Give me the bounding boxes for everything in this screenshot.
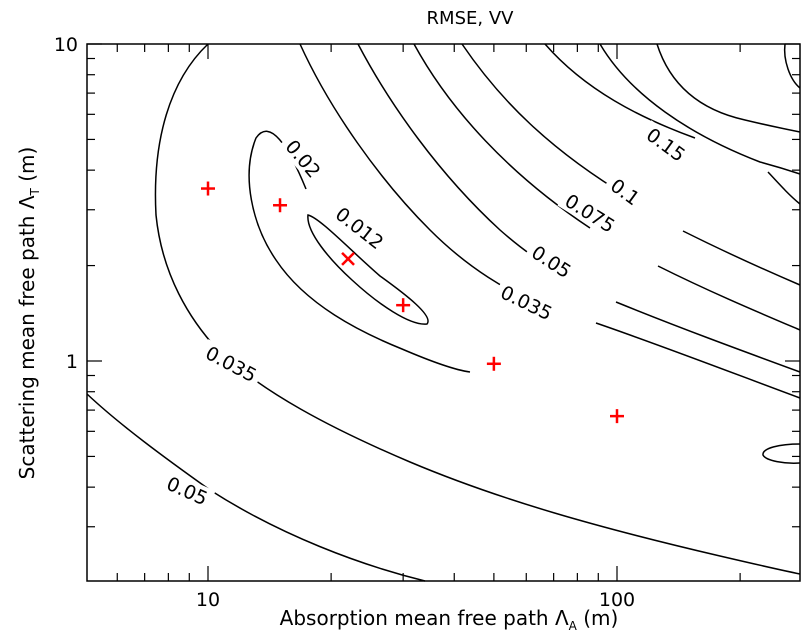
contour-0.035-left xyxy=(154,43,801,575)
chart-title: RMSE, VV xyxy=(427,8,515,29)
contour-label: 0.02 xyxy=(278,131,329,186)
plot-frame xyxy=(86,43,801,582)
contour-high-3 xyxy=(783,43,801,89)
x-marker xyxy=(341,251,355,266)
contour-label: 0.05 xyxy=(159,470,216,512)
contour-lines xyxy=(86,43,801,582)
plus-marker xyxy=(273,198,288,213)
plus-marker xyxy=(201,181,215,196)
svg-text:0.035: 0.035 xyxy=(497,282,556,326)
contour-0.05-left xyxy=(86,393,426,582)
contour-label: 0.035 xyxy=(493,278,560,327)
svg-text:0.075: 0.075 xyxy=(561,190,619,237)
svg-text:0.035: 0.035 xyxy=(202,342,260,387)
contour-label: 0.035 xyxy=(198,339,265,389)
contour-label: 0.1 xyxy=(602,170,649,213)
plus-marker xyxy=(396,298,411,313)
x-tick-label: 10 xyxy=(196,589,220,611)
contour-high-1 xyxy=(599,43,801,175)
svg-text:0.012: 0.012 xyxy=(331,203,387,254)
contour-0.1-right xyxy=(682,230,801,286)
plus-marker xyxy=(486,356,501,371)
data-markers xyxy=(201,181,624,424)
contour-0.012 xyxy=(307,214,429,325)
contour-0.15-upper xyxy=(544,43,696,139)
contour-0.035-right xyxy=(595,322,801,399)
y-tick-label: 10 xyxy=(54,34,78,56)
plus-marker xyxy=(610,409,624,424)
contour-label: 0.15 xyxy=(638,120,694,169)
contour-0.1-upper xyxy=(461,43,631,199)
contour-small-loop xyxy=(762,443,801,464)
y-axis-label: Scattering mean free path ΛT (m) xyxy=(15,147,42,480)
contour-label: 0.05 xyxy=(523,238,580,285)
contour-0.05-right xyxy=(615,301,801,373)
x-tick-label: 100 xyxy=(599,589,635,611)
contour-0.075-right xyxy=(657,265,801,331)
axis-ticks xyxy=(87,43,800,581)
contour-high-2 xyxy=(656,43,801,133)
svg-text:0.05: 0.05 xyxy=(163,473,211,510)
x-axis-label: Absorption mean free path ΛA (m) xyxy=(280,606,619,633)
tick-labels: 10 100 1 10 xyxy=(54,34,635,611)
y-tick-label: 1 xyxy=(66,351,78,373)
contour-0.02 xyxy=(248,130,471,373)
contour-label: 0.012 xyxy=(327,199,392,257)
contour-0.15-right xyxy=(767,171,801,205)
